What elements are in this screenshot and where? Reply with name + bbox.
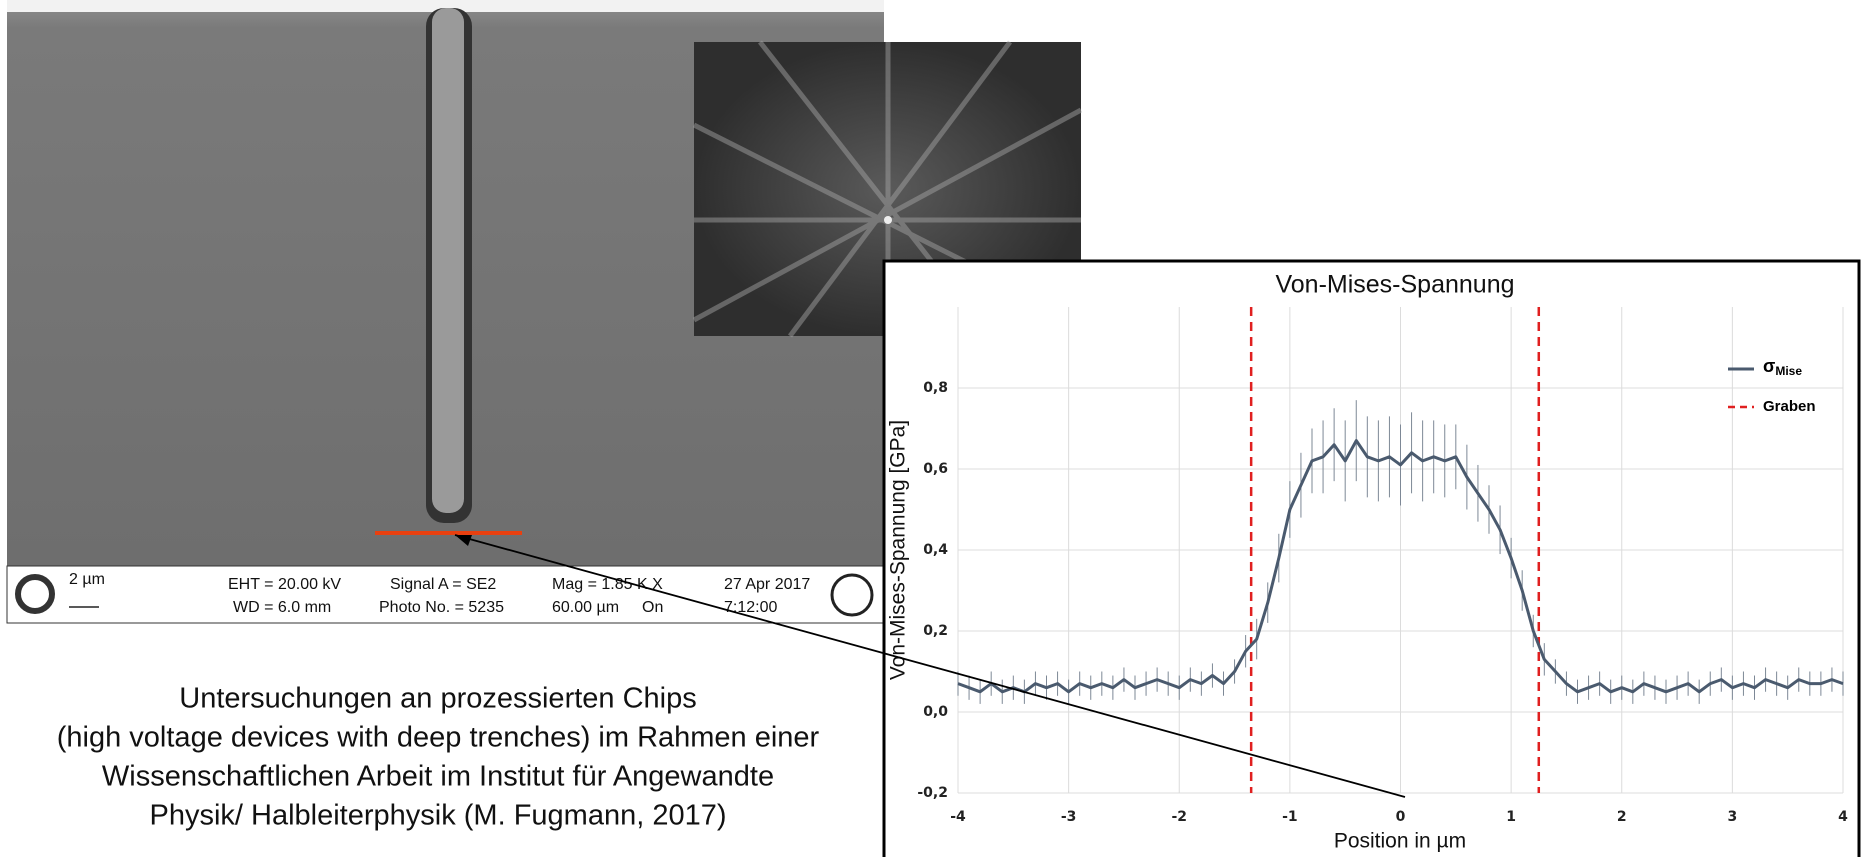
sem-top bbox=[7, 0, 884, 12]
caption-line: Wissenschaftlichen Arbeit im Institut fü… bbox=[102, 761, 774, 793]
x-axis-label: Position in µm bbox=[1334, 830, 1466, 853]
caption-line: Untersuchungen an prozessierten Chips bbox=[179, 683, 696, 715]
x-tick-label: 2 bbox=[1617, 809, 1627, 825]
logo bbox=[830, 573, 874, 617]
logo bbox=[15, 574, 55, 614]
y-tick-label: 0,2 bbox=[923, 623, 948, 639]
x-tick-label: -2 bbox=[1171, 809, 1187, 825]
legend-subscript: Mise bbox=[1775, 364, 1802, 378]
info: Mag = 1.85 K X bbox=[552, 576, 663, 593]
y-tick-label: -0,2 bbox=[917, 785, 948, 801]
x-tick-label: 4 bbox=[1838, 809, 1848, 825]
series-line bbox=[957, 439, 1844, 694]
scale-label: 2 µm bbox=[69, 571, 105, 588]
y-axis-label: Von-Mises-Spannung [GPa] bbox=[887, 420, 910, 680]
info: On bbox=[642, 599, 663, 616]
info: Signal A = SE2 bbox=[390, 576, 496, 593]
info: 60.00 µm bbox=[552, 599, 619, 616]
x-tick-label: -1 bbox=[1282, 809, 1298, 825]
x-tick-label: -3 bbox=[1061, 809, 1077, 825]
arrow-head bbox=[455, 535, 472, 546]
chart-frame bbox=[882, 259, 1861, 857]
kikuchi-pole bbox=[884, 216, 892, 224]
x-tick-label: 1 bbox=[1506, 809, 1516, 825]
y-tick-label: 0,8 bbox=[923, 380, 948, 396]
caption-line: Physik/ Halbleiterphysik (M. Fugmann, 20… bbox=[149, 800, 726, 832]
pointer-arrow bbox=[454, 534, 1406, 798]
info: WD = 6.0 mm bbox=[233, 599, 331, 616]
y-tick-label: 0,6 bbox=[923, 461, 948, 477]
trench-fill bbox=[432, 8, 464, 513]
y-tick-label: 0,0 bbox=[923, 704, 948, 720]
info: EHT = 20.00 kV bbox=[228, 576, 341, 593]
chart-title: Von-Mises-Spannung bbox=[1275, 271, 1514, 299]
x-tick-label: 3 bbox=[1728, 809, 1738, 825]
legend-label: Graben bbox=[1763, 398, 1816, 415]
caption-line: (high voltage devices with deep trenches… bbox=[57, 722, 820, 754]
info: 27 Apr 2017 bbox=[724, 576, 810, 593]
x-tick-label: 0 bbox=[1396, 809, 1406, 825]
x-tick-label: -4 bbox=[950, 809, 966, 825]
info: 7:12:00 bbox=[724, 599, 777, 616]
info: Photo No. = 5235 bbox=[379, 599, 504, 616]
y-tick-label: 0,4 bbox=[923, 542, 948, 558]
